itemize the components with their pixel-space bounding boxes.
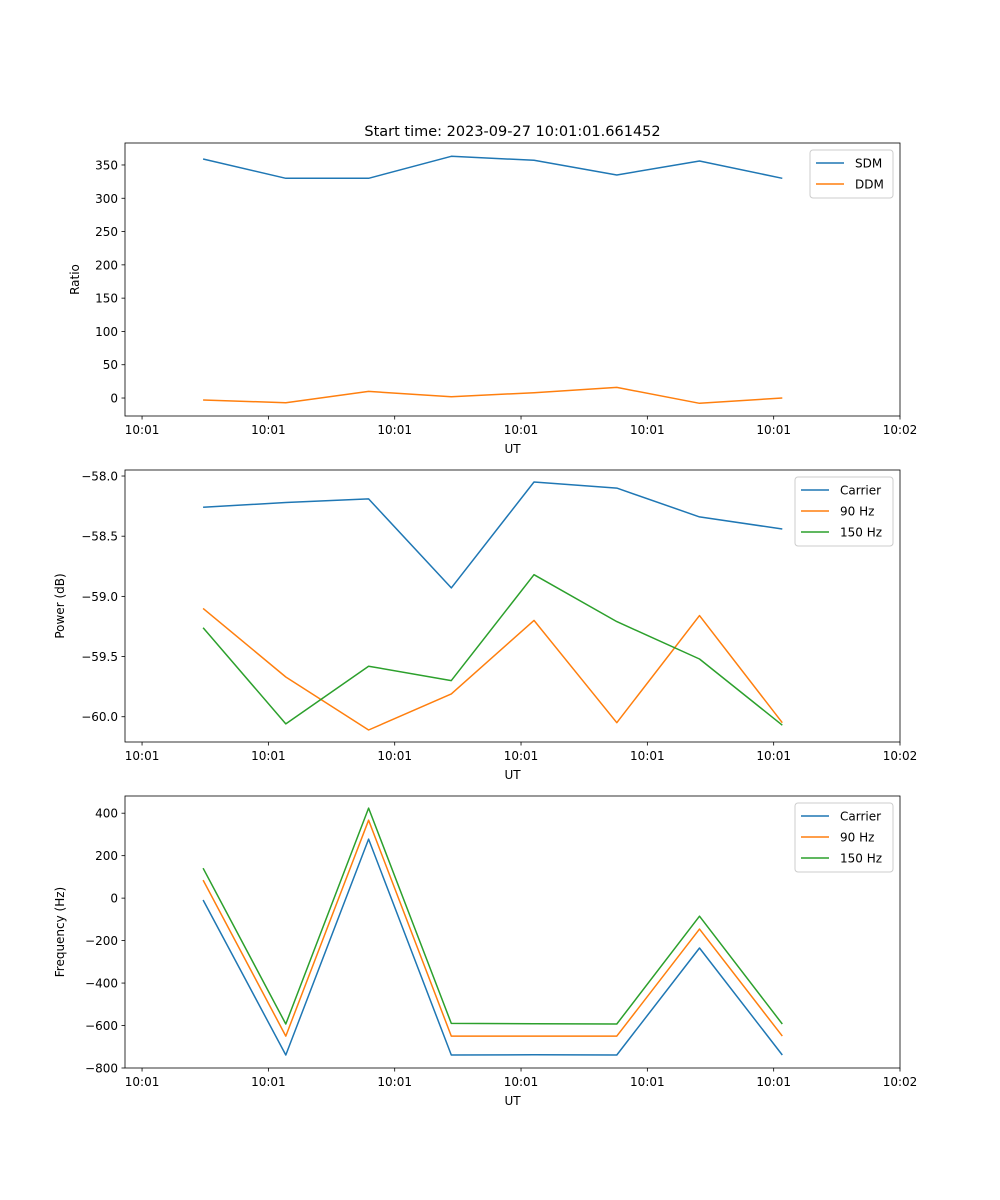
- x-axis-label: UT: [504, 768, 521, 782]
- y-tick-label: −400: [85, 977, 118, 991]
- y-tick-label: 200: [95, 258, 118, 272]
- y-tick-label: 350: [95, 158, 118, 172]
- x-tick-label: 10:01: [504, 423, 539, 437]
- x-tick-label: 10:02: [883, 1075, 918, 1089]
- series-line-carrier: [202, 838, 783, 1056]
- y-tick-label: −600: [85, 1019, 118, 1033]
- x-tick-label: 10:01: [756, 1075, 791, 1089]
- series-line-carrier: [203, 481, 783, 589]
- y-axis-label: Power (dB): [53, 573, 67, 638]
- y-tick-label: −58.5: [81, 530, 118, 544]
- y-tick-label: 250: [95, 225, 118, 239]
- y-tick-label: 100: [95, 325, 118, 339]
- y-tick-label: −800: [85, 1062, 118, 1076]
- axes-frame: [124, 795, 901, 1069]
- series-line-ddm: [203, 386, 783, 405]
- y-tick-label: 400: [95, 807, 118, 821]
- legend-label: 90 Hz: [840, 505, 874, 519]
- chart-title: Start time: 2023-09-27 10:01:01.661452: [364, 124, 660, 140]
- series-line-sdm: [202, 155, 783, 180]
- x-tick-label: 10:01: [377, 749, 412, 763]
- legend-label: 150 Hz: [840, 852, 882, 866]
- x-tick-label: 10:01: [504, 1075, 539, 1089]
- y-axis-label: Frequency (Hz): [53, 887, 67, 978]
- x-tick-label: 10:01: [125, 749, 160, 763]
- legend-box: [794, 476, 894, 547]
- legend-box: [794, 802, 894, 873]
- y-tick-label: 0: [110, 892, 118, 906]
- legend-label: 90 Hz: [840, 831, 874, 845]
- x-tick-label: 10:02: [883, 423, 918, 437]
- series-line-90-hz: [202, 819, 783, 1037]
- legend-label: Carrier: [840, 810, 881, 824]
- x-tick-label: 10:01: [125, 1075, 160, 1089]
- legend: Carrier 90 Hz 150 Hz: [794, 476, 894, 547]
- legend-label: Carrier: [840, 484, 881, 498]
- y-tick-label: −58.0: [81, 470, 118, 484]
- series-line-150-hz: [202, 573, 783, 726]
- x-tick-label: 10:01: [630, 1075, 665, 1089]
- y-tick-label: 50: [103, 358, 118, 372]
- subplot-3: 10:01 10:01 10:01 10:01 10:01 10:01 10:02 −800 −…: [53, 795, 918, 1108]
- x-tick-label: 10:01: [756, 749, 791, 763]
- y-tick-label: −59.0: [81, 590, 118, 604]
- y-tick-label: −60.0: [81, 710, 118, 724]
- y-tick-label: −200: [85, 934, 118, 948]
- legend: Carrier 90 Hz 150 Hz: [794, 802, 894, 873]
- series-line-150-hz: [202, 807, 783, 1025]
- series-line-90-hz: [202, 607, 783, 731]
- x-tick-label: 10:01: [125, 423, 160, 437]
- x-tick-label: 10:01: [630, 423, 665, 437]
- legend-label: 150 Hz: [840, 526, 882, 540]
- legend-label: DDM: [855, 178, 884, 192]
- x-axis-label: UT: [504, 1094, 521, 1108]
- x-tick-label: 10:01: [377, 423, 412, 437]
- axes-frame: [124, 469, 901, 743]
- x-tick-label: 10:01: [504, 749, 539, 763]
- x-tick-label: 10:01: [251, 1075, 286, 1089]
- y-tick-label: 0: [110, 392, 118, 406]
- subplot-1: 10:01 10:01 10:01 10:01 10:01 10:01 10:02 0 50 10…: [68, 124, 917, 456]
- x-axis-label: UT: [504, 442, 521, 456]
- y-tick-label: 150: [95, 292, 118, 306]
- legend: SDM DDM: [809, 149, 894, 199]
- x-tick-label: 10:01: [377, 1075, 412, 1089]
- legend-label: SDM: [855, 157, 882, 171]
- y-tick-label: −59.5: [81, 650, 118, 664]
- x-tick-label: 10:01: [756, 423, 791, 437]
- x-tick-label: 10:02: [883, 749, 918, 763]
- legend-box: [809, 149, 894, 199]
- y-axis-label: Ratio: [68, 264, 82, 295]
- x-tick-label: 10:01: [251, 423, 286, 437]
- axes-frame: [124, 142, 901, 417]
- x-tick-label: 10:01: [630, 749, 665, 763]
- y-tick-label: 300: [95, 192, 118, 206]
- subplot-2: 10:01 10:01 10:01 10:01 10:01 10:01 10:02 −60.0…: [53, 470, 917, 782]
- x-tick-label: 10:01: [251, 749, 286, 763]
- y-tick-label: 200: [95, 849, 118, 863]
